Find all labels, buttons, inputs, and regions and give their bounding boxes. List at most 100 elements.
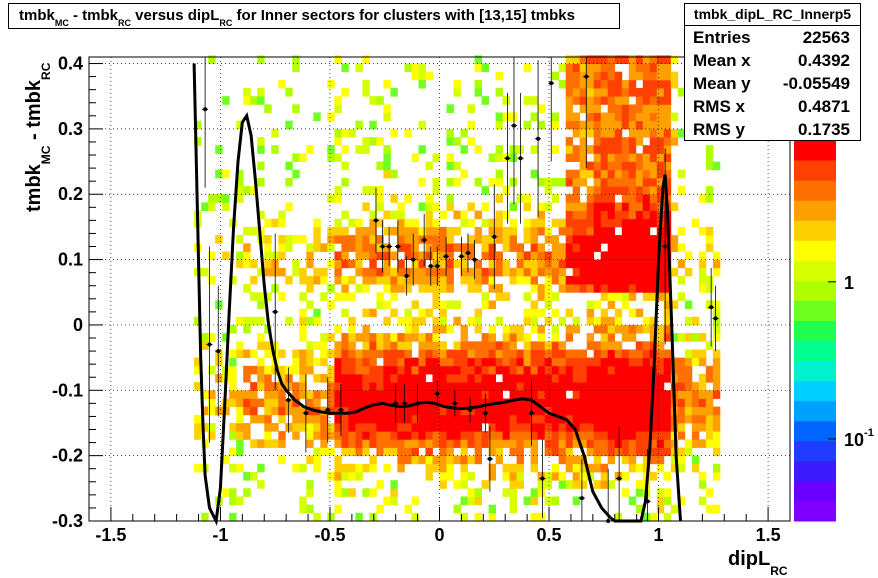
heatmap-cell — [264, 414, 272, 424]
heatmap-cell — [474, 455, 482, 465]
heatmap-cell — [460, 414, 468, 424]
heatmap-cell — [586, 267, 595, 277]
heatmap-cell — [642, 202, 651, 211]
heatmap-cell — [593, 226, 602, 236]
heatmap-cell — [502, 96, 510, 105]
point-marker — [387, 244, 392, 249]
heatmap-cell — [530, 145, 538, 154]
heatmap-cell — [439, 398, 447, 408]
heatmap-cell — [621, 202, 630, 211]
heatmap-cell — [537, 210, 545, 220]
heatmap-cell — [313, 357, 321, 367]
point-marker — [459, 254, 464, 259]
heatmap-cell — [642, 316, 651, 326]
heatmap-cell — [607, 439, 616, 448]
heatmap-cell — [705, 504, 714, 514]
profile-point — [504, 92, 511, 224]
heatmap-cell — [698, 390, 707, 399]
heatmap-cell — [614, 210, 623, 220]
heatmap-cell — [530, 439, 538, 448]
heatmap-cell — [439, 308, 447, 318]
heatmap-cell — [670, 455, 679, 465]
heatmap-cell — [397, 365, 405, 375]
heatmap-cell — [607, 153, 616, 162]
heatmap-cell — [565, 275, 574, 285]
heatmap-cell — [334, 414, 342, 424]
heatmap-cell — [551, 472, 560, 481]
heatmap-cell — [691, 423, 700, 432]
heatmap-cell — [586, 308, 595, 318]
heatmap-cell — [341, 275, 349, 285]
heatmap-cell — [369, 357, 377, 367]
heatmap-cell — [600, 112, 609, 122]
heatmap-cell — [642, 292, 651, 301]
heatmap-cell — [544, 496, 553, 506]
heatmap-cell — [705, 488, 714, 497]
heatmap-cell — [530, 267, 538, 277]
heatmap-cell — [229, 275, 237, 285]
heatmap-cell — [551, 374, 560, 383]
heatmap-cell — [474, 423, 482, 432]
heatmap-cell — [628, 235, 637, 244]
heatmap-cell — [600, 63, 609, 73]
heatmap-cell — [600, 128, 609, 138]
heatmap-cell — [334, 275, 342, 285]
heatmap-cell — [544, 374, 553, 383]
heatmap-cell — [460, 333, 468, 342]
heatmap-cell — [334, 382, 342, 391]
point-marker — [286, 398, 291, 403]
heatmap-cell — [425, 423, 433, 432]
heatmap-cell — [418, 374, 426, 383]
heatmap-cell — [712, 349, 721, 359]
y-axis-label-sub2: RC — [39, 62, 53, 80]
stats-value: 0.4392 — [798, 51, 850, 70]
heatmap-cell — [635, 504, 644, 514]
heatmap-cell — [257, 357, 265, 367]
heatmap-cell — [551, 243, 560, 252]
heatmap-cell — [404, 374, 412, 383]
heatmap-cell — [348, 398, 356, 408]
stats-name: tmbk_dipL_RC_Innerp5 — [685, 4, 860, 26]
heatmap-cell — [411, 218, 419, 228]
y-axis-label-mid: - tmbk — [23, 79, 45, 145]
heatmap-cell — [320, 439, 328, 448]
heatmap-cell — [509, 177, 517, 187]
heatmap-cell — [656, 79, 665, 89]
heatmap-cell — [649, 210, 658, 220]
heatmap-cell — [208, 194, 216, 203]
heatmap-cell — [663, 88, 672, 97]
heatmap-cell — [313, 243, 321, 252]
heatmap-cell — [677, 292, 686, 301]
heatmap-cell — [565, 284, 574, 293]
heatmap-cell — [481, 275, 489, 285]
heatmap-cell — [649, 406, 658, 416]
heatmap-cell — [257, 341, 265, 350]
heatmap-cell — [663, 447, 672, 457]
heatmap-cell — [558, 349, 567, 359]
heatmap-cell — [537, 341, 545, 350]
heatmap-cell — [285, 423, 293, 432]
point-marker — [444, 254, 449, 259]
profile-point — [548, 57, 555, 162]
heatmap-cell — [649, 128, 658, 138]
heatmap-cell — [586, 186, 595, 195]
heatmap-cell — [628, 88, 637, 97]
heatmap-cell — [607, 235, 616, 244]
heatmap-cell — [327, 390, 335, 399]
heatmap-cell — [229, 512, 237, 522]
heatmap-cell — [481, 349, 489, 359]
heatmap-cell — [488, 414, 496, 424]
profile-point — [394, 220, 401, 273]
heatmap-cell — [565, 169, 574, 179]
heatmap-cell — [586, 300, 595, 309]
profile-point — [486, 426, 493, 492]
heatmap-cell — [663, 439, 672, 448]
heatmap-cell — [593, 439, 602, 448]
heatmap-cell — [229, 374, 237, 383]
heatmap-cell — [600, 480, 609, 489]
heatmap-cell — [369, 120, 377, 130]
heatmap-cell — [705, 374, 714, 383]
heatmap-cell — [509, 275, 517, 285]
heatmap-cell — [397, 235, 405, 244]
heatmap-cell — [278, 365, 286, 375]
